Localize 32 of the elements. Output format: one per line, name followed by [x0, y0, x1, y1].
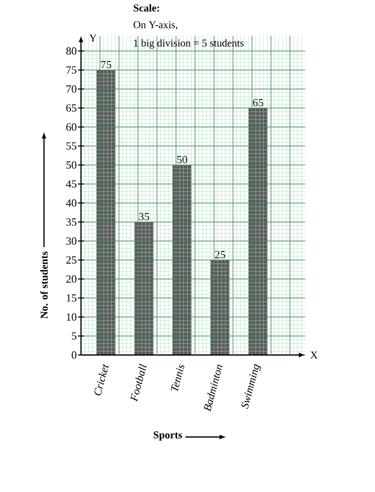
- data-label: 25: [215, 250, 226, 258]
- data-label: 50: [177, 156, 188, 164]
- y-tick-label: 40: [66, 199, 76, 207]
- y-tick-label: 60: [66, 123, 76, 131]
- y-tick-label: 0: [72, 351, 76, 359]
- y-tick-label: 15: [66, 294, 76, 302]
- annotation: 1 big division = 5 students: [134, 39, 244, 49]
- y-tick-label: 75: [66, 66, 76, 74]
- y-tick-label: 45: [66, 180, 76, 188]
- y-tick-label: 20: [66, 275, 76, 283]
- y-tick-label: 55: [66, 142, 76, 150]
- data-label: 65: [253, 98, 264, 106]
- y-tick-label: 30: [66, 237, 76, 245]
- y-tick-label: 65: [66, 104, 76, 112]
- y-axis-title: No. of students: [40, 252, 48, 319]
- x-tick-label: Football: [130, 364, 147, 402]
- y-tick-label: 50: [66, 161, 76, 169]
- x-tick-label: Tennis: [170, 364, 184, 392]
- y-tick-label: 10: [66, 313, 76, 321]
- text: X: [310, 352, 318, 358]
- x-tick-label: Cricket: [94, 364, 109, 396]
- chart-title: Scale:: [134, 4, 159, 12]
- x-axis-title: Sports: [154, 431, 182, 441]
- y-tick-label: 70: [66, 85, 76, 93]
- y-tick-label: 5: [72, 332, 76, 340]
- y-tick-label: 80: [66, 47, 76, 55]
- data-label: 75: [101, 61, 112, 68]
- data-label: 35: [139, 212, 150, 220]
- y-tick-label: 25: [66, 256, 76, 264]
- y-tick-label: 35: [66, 218, 76, 226]
- text: On Y-axis,: [134, 21, 178, 30]
- annotation: Y: [89, 34, 96, 42]
